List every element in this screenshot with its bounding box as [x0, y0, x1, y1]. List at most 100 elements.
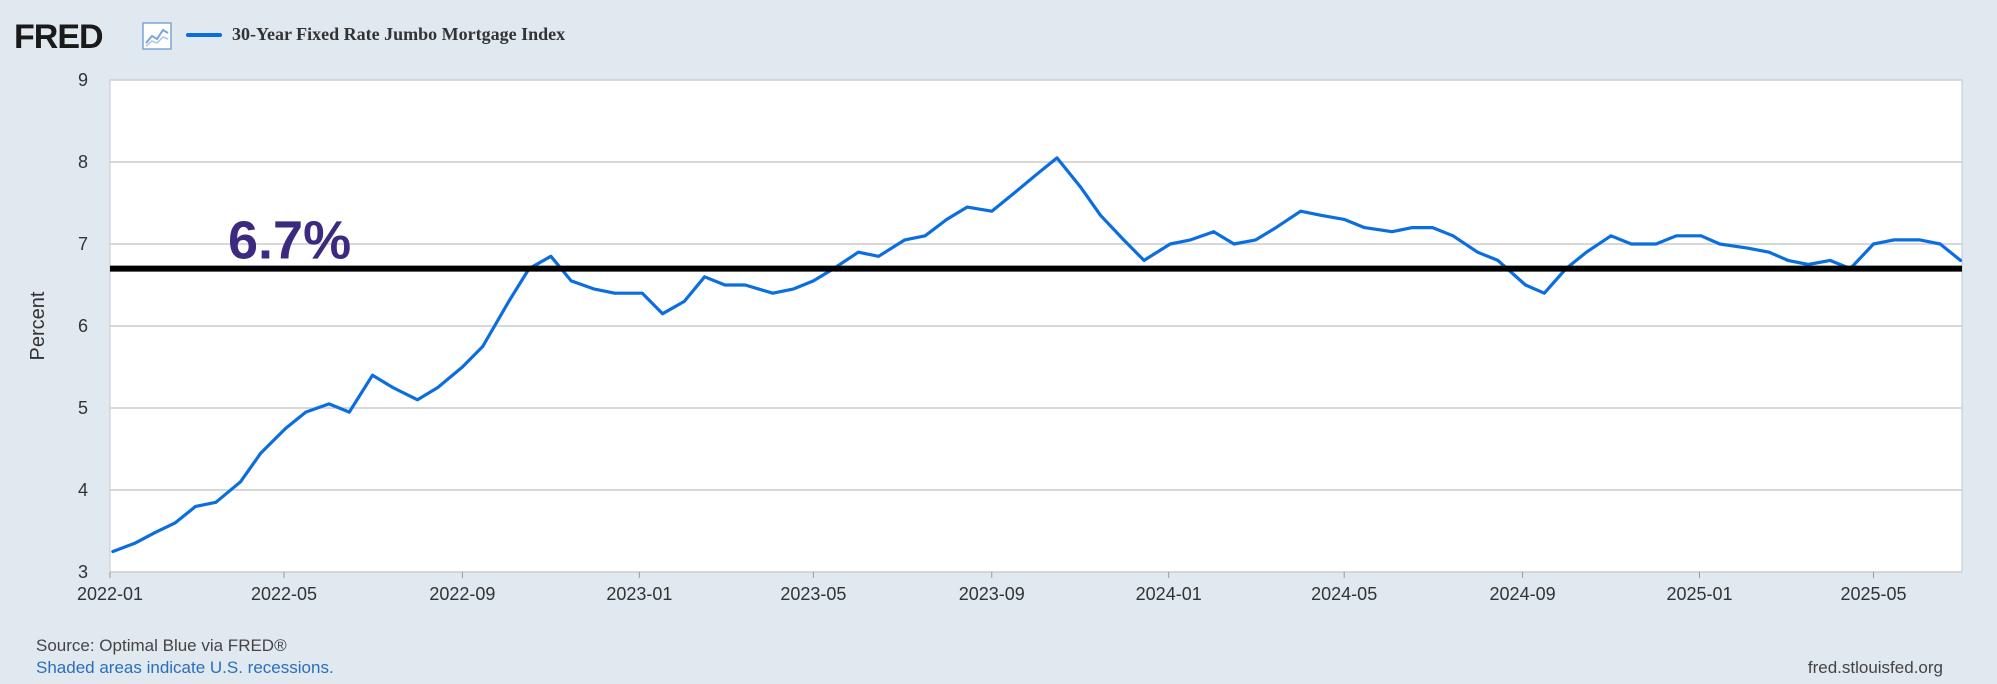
series-point [682, 300, 686, 303]
series-point [1542, 291, 1546, 295]
series-point [1363, 226, 1366, 230]
legend-swatch [186, 32, 222, 37]
series-point [327, 402, 331, 406]
series-point [1654, 242, 1658, 246]
x-tick-label: 2022-09 [429, 584, 495, 604]
y-tick-label: 6 [78, 316, 88, 336]
series-point [1099, 213, 1102, 217]
series-point [1431, 226, 1435, 230]
y-tick-label: 4 [78, 480, 88, 500]
series-point [856, 250, 860, 254]
series-point [391, 386, 395, 389]
source-text: Source: Optimal Blue via FRED® [36, 636, 287, 655]
series-point [1476, 250, 1480, 254]
y-tick-label: 9 [78, 70, 88, 90]
series-point [1892, 238, 1896, 242]
x-tick-label: 2022-05 [251, 584, 317, 604]
x-tick-label: 2025-01 [1666, 584, 1732, 604]
series-point [1806, 263, 1810, 266]
series-point [1959, 259, 1962, 262]
series-point [1254, 238, 1258, 242]
x-tick-label: 2025-05 [1841, 584, 1907, 604]
series-point [1078, 185, 1082, 189]
fred-logo[interactable]: FRED [14, 18, 104, 57]
series-point [1451, 234, 1455, 238]
series-point [1168, 242, 1172, 246]
series-point [1938, 242, 1942, 246]
series-point [1274, 226, 1278, 230]
series-point [661, 312, 664, 316]
series-point [592, 287, 596, 291]
series-point [945, 218, 949, 221]
series-point [640, 291, 644, 295]
series-point [1055, 156, 1059, 160]
series-point [1496, 259, 1500, 262]
series-point [304, 410, 308, 414]
series-point [1299, 209, 1303, 213]
series-point [1718, 242, 1722, 246]
x-tick-label: 2024-05 [1311, 584, 1377, 604]
series-point [569, 279, 573, 283]
series-point [416, 398, 419, 402]
series-point [436, 386, 440, 389]
series-point [259, 451, 263, 455]
legend-label: 30-Year Fixed Rate Jumbo Mortgage Index [232, 24, 566, 44]
series-point [284, 427, 287, 430]
series-point [877, 254, 881, 258]
series-point [1629, 242, 1633, 246]
series-point [1767, 250, 1771, 254]
series-point [771, 291, 775, 295]
series-point [214, 500, 218, 504]
series-point [1410, 226, 1414, 230]
series-point [481, 345, 485, 348]
series-point [1390, 230, 1394, 234]
series-point [111, 550, 115, 553]
series-point [703, 275, 707, 279]
series-point [239, 480, 242, 484]
series-point [1872, 242, 1875, 246]
y-tick-label: 8 [78, 152, 88, 172]
series-point [1189, 238, 1192, 242]
series-point [1122, 238, 1126, 242]
series-point [1142, 259, 1146, 262]
series-point [1786, 259, 1790, 262]
series-point [1918, 238, 1922, 242]
series-point [811, 279, 815, 283]
line-chart-icon[interactable] [142, 22, 172, 50]
x-tick-label: 2023-09 [959, 584, 1025, 604]
series-point [194, 505, 197, 508]
series-point [549, 254, 553, 258]
fred-url-link[interactable]: fred.stlouisfed.org [1807, 658, 1943, 677]
y-tick-label: 7 [78, 234, 88, 254]
series-point [507, 300, 511, 303]
series-point [1745, 246, 1749, 250]
series-point [173, 521, 177, 525]
series-point [791, 287, 795, 291]
series-point [1010, 193, 1014, 197]
fred-logo-text: FRED [14, 18, 104, 56]
series-point [1699, 234, 1703, 238]
series-point [1609, 234, 1613, 238]
recession-note-link[interactable]: Shaded areas indicate U.S. recessions. [36, 658, 334, 677]
series-point [133, 541, 137, 545]
series-point [613, 291, 617, 295]
x-tick-label: 2023-01 [606, 584, 672, 604]
series-point [723, 283, 727, 287]
x-tick-label: 2024-01 [1136, 584, 1202, 604]
legend: 30-Year Fixed Rate Jumbo Mortgage Index [186, 24, 565, 45]
series-point [743, 283, 747, 287]
series-point [1342, 218, 1346, 221]
series-point [1212, 230, 1216, 234]
reference-line-label: 6.7% [228, 211, 351, 271]
y-axis-label: Percent [27, 291, 49, 360]
series-point [1232, 242, 1236, 246]
series-point [461, 365, 464, 369]
series-point [965, 205, 969, 209]
series-point [1828, 259, 1832, 262]
series-point [903, 238, 907, 242]
series-point [990, 209, 994, 213]
x-tick-label: 2023-05 [780, 584, 846, 604]
series-point [1674, 234, 1678, 238]
